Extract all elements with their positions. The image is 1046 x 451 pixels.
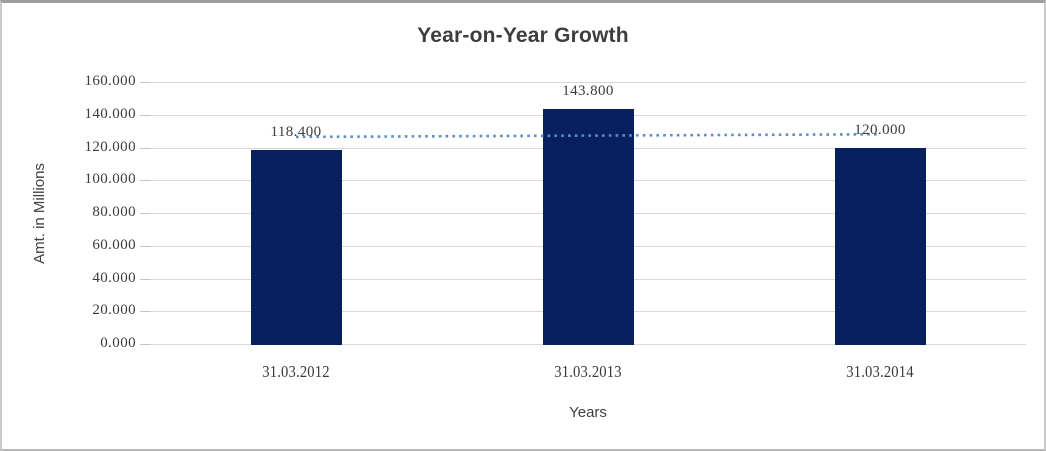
y-tick-mark — [140, 148, 150, 149]
x-axis-category-labels: 31.03.2012 31.03.2013 31.03.2014 — [150, 362, 1026, 384]
y-tick-mark — [140, 82, 150, 83]
chart-title: Year-on-Year Growth — [417, 24, 629, 47]
data-label: 120.000 — [854, 122, 906, 138]
y-tick-label: 140.000 — [84, 106, 136, 122]
x-axis-title: Years — [569, 404, 607, 421]
bar-31.03.2012 — [251, 150, 342, 345]
y-tick-mark — [140, 311, 150, 312]
y-tick-label: 100.000 — [84, 171, 136, 187]
y-tick-label: 80.000 — [92, 204, 136, 220]
x-category-label: 31.03.2014 — [846, 362, 914, 381]
bar-31.03.2013 — [543, 109, 634, 345]
y-tick-label: 20.000 — [92, 302, 136, 318]
y-tick-label: 60.000 — [92, 237, 136, 253]
data-label: 143.800 — [562, 83, 614, 99]
y-axis-title: Amt. in Millions — [30, 163, 48, 264]
trendline — [295, 133, 881, 139]
y-tick-label: 120.000 — [84, 139, 136, 155]
y-tick-mark — [140, 279, 150, 280]
y-tick-label: 160.000 — [84, 73, 136, 89]
data-label: 118.400 — [270, 124, 322, 140]
gridline — [150, 82, 1026, 83]
x-category-label: 31.03.2013 — [554, 362, 622, 381]
y-tick-mark — [140, 246, 150, 247]
x-category-label: 31.03.2012 — [262, 362, 330, 381]
y-tick-label: 40.000 — [92, 270, 136, 286]
y-tick-mark — [140, 115, 150, 116]
y-tick-mark — [140, 213, 150, 214]
y-axis-tick-labels: 160.000 140.000 120.000 100.000 80.000 60.000… — [60, 73, 136, 351]
bar-31.03.2014 — [835, 148, 926, 345]
y-tick-mark — [140, 344, 150, 345]
plot-area: 118.400 143.800 120.000 — [150, 82, 1026, 345]
y-tick-label: 0.000 — [100, 335, 136, 351]
y-axis-tick-marks — [140, 82, 150, 346]
y-tick-mark — [140, 180, 150, 181]
